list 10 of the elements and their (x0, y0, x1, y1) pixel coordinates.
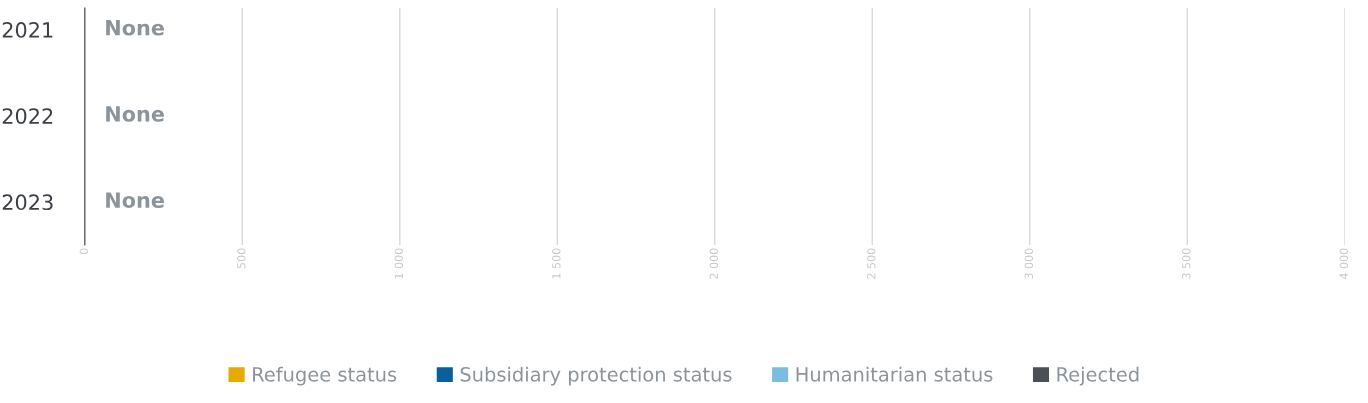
y-tick-label: 2023 (2, 194, 53, 211)
text: None (106, 192, 164, 208)
y-tick-label: 2022 (2, 108, 53, 124)
legend-label: Rejected (1057, 366, 1139, 386)
text: None (106, 20, 164, 36)
text: None (106, 106, 164, 122)
y-tick-label: 2021 (2, 22, 53, 38)
legend-label: Humanitarian status (796, 366, 993, 382)
legend-label: Subsidiary protection status (460, 366, 732, 386)
legend-label: Refugee status (253, 366, 397, 386)
